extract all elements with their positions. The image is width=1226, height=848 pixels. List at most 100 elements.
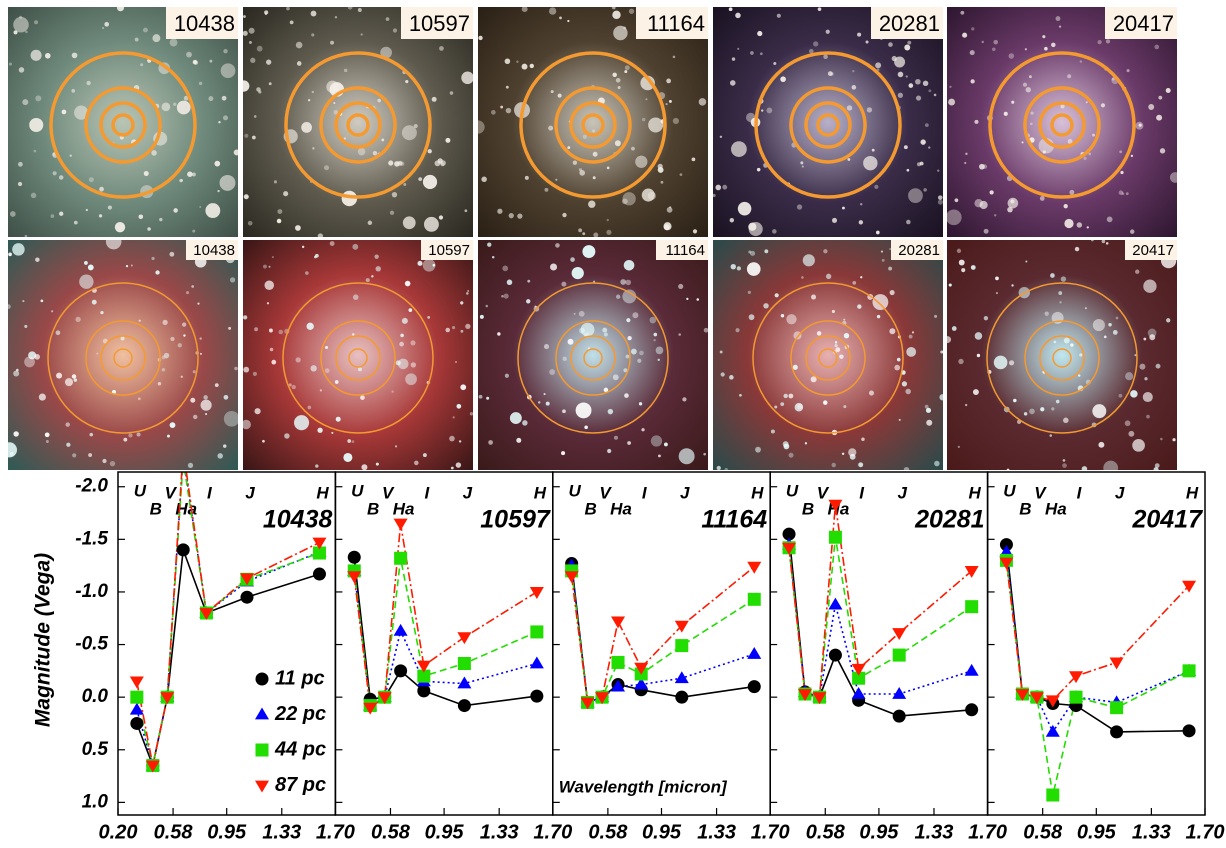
star [374, 254, 379, 259]
star [521, 7, 528, 13]
star [8, 62, 12, 66]
label-box [186, 240, 238, 260]
star [59, 211, 64, 216]
filter-label: U [351, 481, 364, 500]
star [400, 333, 404, 338]
star [56, 372, 63, 379]
star [504, 373, 509, 378]
star [543, 393, 546, 396]
star [252, 135, 256, 140]
star [179, 179, 183, 183]
star [331, 431, 334, 434]
star [17, 181, 23, 187]
image-tile: 20281 [713, 7, 943, 237]
image-background [478, 240, 708, 470]
star [277, 209, 283, 214]
star [479, 314, 484, 319]
marker [1069, 690, 1083, 704]
star [894, 364, 901, 371]
star [325, 346, 328, 349]
star [44, 432, 50, 438]
star [780, 402, 785, 407]
star [645, 98, 648, 101]
star [217, 189, 220, 193]
star [947, 336, 952, 344]
star [582, 245, 596, 259]
star [19, 15, 23, 19]
filter-label: V [817, 483, 830, 502]
star [456, 403, 462, 409]
star [221, 95, 227, 101]
star [273, 180, 278, 184]
star [186, 51, 192, 58]
star [545, 401, 550, 406]
filter-label: Ha [1045, 499, 1067, 518]
star [625, 354, 630, 359]
star [804, 442, 808, 445]
star [1040, 407, 1045, 412]
star [851, 85, 857, 90]
aperture-ring [284, 51, 432, 199]
filter-label: I [207, 483, 213, 502]
filter-label: H [534, 483, 547, 502]
star [1067, 74, 1072, 79]
filter-label: U [1003, 481, 1016, 500]
star [904, 44, 911, 51]
star [191, 285, 195, 288]
filter-label: V [382, 483, 395, 502]
star [746, 262, 761, 276]
star [389, 210, 395, 215]
star [449, 91, 454, 95]
star [538, 401, 541, 404]
star [439, 46, 444, 51]
star [811, 294, 817, 300]
star [219, 174, 236, 191]
star [1063, 204, 1068, 209]
star [458, 440, 462, 443]
star [964, 403, 968, 407]
star [516, 60, 519, 64]
star [289, 20, 294, 25]
star [486, 396, 490, 400]
x-tick-label: 0.95 [642, 821, 682, 843]
star [307, 99, 311, 102]
star [17, 161, 23, 167]
star [276, 218, 282, 224]
star [976, 353, 981, 358]
star [24, 356, 35, 368]
star [263, 264, 267, 269]
star [979, 163, 985, 170]
star [658, 454, 661, 458]
legend-entry: 11 pc [255, 667, 325, 689]
star [801, 276, 804, 279]
star [319, 389, 323, 392]
star [722, 184, 728, 190]
star [908, 188, 923, 204]
star [1025, 87, 1031, 93]
marker [1110, 701, 1124, 715]
star [343, 68, 348, 73]
star [628, 8, 635, 14]
star [422, 174, 438, 190]
star [75, 316, 81, 323]
x-tick-label: 1.70 [533, 821, 572, 843]
star [85, 208, 88, 212]
star [481, 176, 487, 183]
plot-area [564, 557, 762, 710]
star [1148, 104, 1155, 110]
x-tick-label: 0.95 [1077, 821, 1117, 843]
star [948, 98, 956, 106]
star [445, 327, 450, 333]
star [739, 393, 742, 397]
panel-title: 20417 [1131, 506, 1203, 534]
star [8, 304, 11, 309]
star [167, 434, 170, 438]
star [780, 76, 786, 83]
star [948, 283, 952, 287]
star [571, 266, 584, 280]
star [372, 151, 378, 156]
star [1156, 114, 1163, 121]
aperture-ring [986, 282, 1138, 434]
star [622, 289, 637, 304]
label-box [636, 7, 708, 39]
